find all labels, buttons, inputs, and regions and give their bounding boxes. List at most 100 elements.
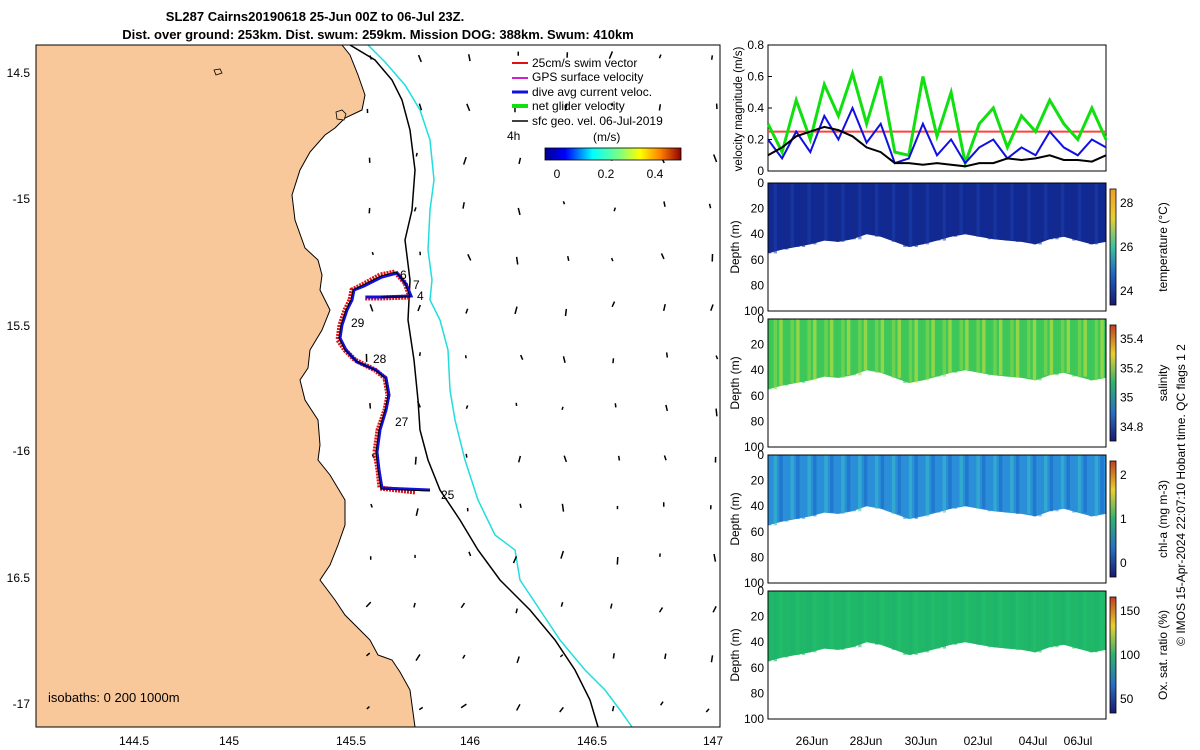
sfc-velocity-arrow [415,152,418,157]
sfc-velocity-arrow [614,403,617,408]
section-cast [993,591,997,648]
map-colorbar-tick: 0.4 [647,167,664,181]
date-tick: 26Jun [796,734,829,748]
section-cast [886,183,890,237]
velocity-series [766,68,1108,169]
lat-tick: -17 [13,697,31,711]
section-cast [1060,183,1065,237]
colorbar-tick: 1 [1120,512,1127,526]
depth-tick: 40 [751,499,765,513]
sfc-velocity-arrow [465,405,469,409]
sfc-velocity-arrow [415,508,419,516]
section-cast [948,183,952,237]
section-cast [1015,591,1020,650]
section-cast [869,591,873,643]
section-cast [999,319,1003,376]
section-cast [942,319,946,377]
sfc-velocity-arrow [662,303,666,312]
sfc-velocity-arrow [563,455,568,463]
section-cast [965,591,969,643]
section-cast [813,319,817,381]
section-cast [846,591,851,648]
depth-tick: 40 [751,227,765,241]
footer-note: © IMOS 15-Apr-2024 22:07:10 Hobart time.… [1174,344,1188,646]
section-panel-4: 0 20 40 60 80 100 Depth (m) 150 100 50 Ox. sat. ra… [728,584,1170,726]
velocity-y-tick: 0.8 [747,38,764,52]
section-cast [1015,183,1020,242]
section-cast [908,183,913,247]
section-cast [813,591,817,653]
sfc-velocity-arrow [466,103,471,112]
velocity-series-sfc-geo-vel- [767,125,1107,168]
sfc-velocity-arrow [417,54,422,63]
section-cast [880,591,885,645]
sfc-velocity-arrow [658,607,664,613]
depth-tick: 0 [757,584,764,598]
section-cast [1083,319,1087,377]
section-cast [1027,319,1031,378]
velocity-y-tick: 0 [757,164,764,178]
section-cast [1027,455,1031,514]
section-cast [1060,319,1065,373]
section-cast [1038,591,1042,653]
section-cast [863,591,868,643]
track-day-label: 28 [373,352,387,366]
section-cast [796,455,800,519]
section-cast [908,455,913,519]
section-cast [1094,319,1099,381]
section-cast [959,319,963,371]
sfc-velocity-arrow [516,656,520,664]
section-cast [830,591,834,649]
section-cast [925,319,930,381]
sfc-velocity-arrow [518,157,522,165]
section-cast [970,455,975,507]
section-cast [993,319,997,376]
sfc-velocity-arrow [663,455,667,461]
sfc-velocity-arrow [559,654,564,658]
section-cast [942,455,946,513]
section-cast [948,319,952,373]
section-cast [1094,183,1099,245]
section-cast [1004,591,1008,649]
section-cast [846,183,851,240]
depth-tick: 0 [757,312,764,326]
section-cast [863,183,868,235]
section-cast [976,183,980,237]
colorbar-label: salinity [1156,365,1170,402]
date-tick: 06Jul [1064,734,1093,748]
lon-tick: 146 [460,734,480,748]
section-cast [1089,183,1093,245]
depth-tick: 0 [757,448,764,462]
colorbar-title: (m/s) [593,130,620,144]
section-cast [1038,319,1042,381]
section-cast [1100,591,1104,650]
map-lon-axis: 144.5 145 145.5 146 146.5 147 [119,734,723,748]
sfc-velocity-arrow [465,308,469,314]
section-cast [897,183,901,242]
isobath-1000m [367,45,633,727]
section-panel-1: 0 20 40 60 80 100 Depth (m) 28 26 24 temperature (… [728,176,1170,318]
section-cast [925,183,930,245]
isobath-note: isobaths: 0 200 1000m [48,690,180,705]
colorbar-tick: 28 [1120,196,1134,210]
sfc-velocity-arrow [418,352,422,357]
section-cast [965,183,969,235]
section-cast [920,183,924,245]
sfc-velocity-arrow [665,352,669,358]
section-cast [1072,183,1076,241]
section-cast [1055,455,1059,512]
section-cast [1021,455,1025,514]
depth-tick: 80 [751,686,765,700]
section-cast [807,183,811,245]
sfc-velocity-arrow [462,202,465,209]
section-cast [1083,455,1087,513]
lat-tick: -16 [13,444,31,458]
section-cast [920,455,924,517]
section-cast [779,455,783,522]
section-cast [1066,591,1070,645]
sfc-velocity-arrow [416,400,421,408]
section-cast [830,319,834,377]
section-colorbar [1109,324,1117,442]
section-cast [841,183,845,242]
date-tick: 28Jun [850,734,883,748]
